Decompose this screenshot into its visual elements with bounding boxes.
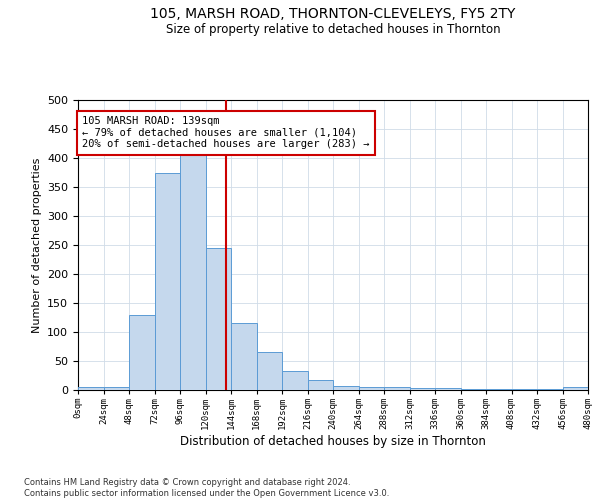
Bar (409, 388, 435, 390)
Bar (537, 389, 563, 390)
Bar (511, 389, 537, 390)
Text: 105 MARSH ROAD: 139sqm
← 79% of detached houses are smaller (1,104)
20% of semi-: 105 MARSH ROAD: 139sqm ← 79% of detached… (82, 116, 370, 150)
Text: 105, MARSH ROAD, THORNTON-CLEVELEYS, FY5 2TY: 105, MARSH ROAD, THORNTON-CLEVELEYS, FY5… (151, 8, 515, 22)
Text: Size of property relative to detached houses in Thornton: Size of property relative to detached ho… (166, 22, 500, 36)
Bar (435, 388, 461, 390)
Bar (333, 386, 359, 390)
Bar (308, 380, 333, 390)
Text: Contains HM Land Registry data © Crown copyright and database right 2024.
Contai: Contains HM Land Registry data © Crown c… (24, 478, 389, 498)
Bar (359, 387, 384, 390)
Bar (486, 389, 511, 390)
Bar (155, 172, 180, 390)
Y-axis label: Number of detached properties: Number of detached properties (32, 158, 41, 332)
Bar (205, 248, 231, 390)
Bar (180, 150, 205, 390)
Bar (563, 387, 588, 390)
Bar (461, 389, 486, 390)
Bar (104, 387, 129, 390)
Text: Distribution of detached houses by size in Thornton: Distribution of detached houses by size … (180, 435, 486, 448)
Bar (257, 352, 282, 390)
Bar (129, 314, 155, 390)
Bar (231, 324, 257, 390)
Bar (384, 387, 409, 390)
Bar (78, 387, 104, 390)
Bar (282, 372, 308, 390)
